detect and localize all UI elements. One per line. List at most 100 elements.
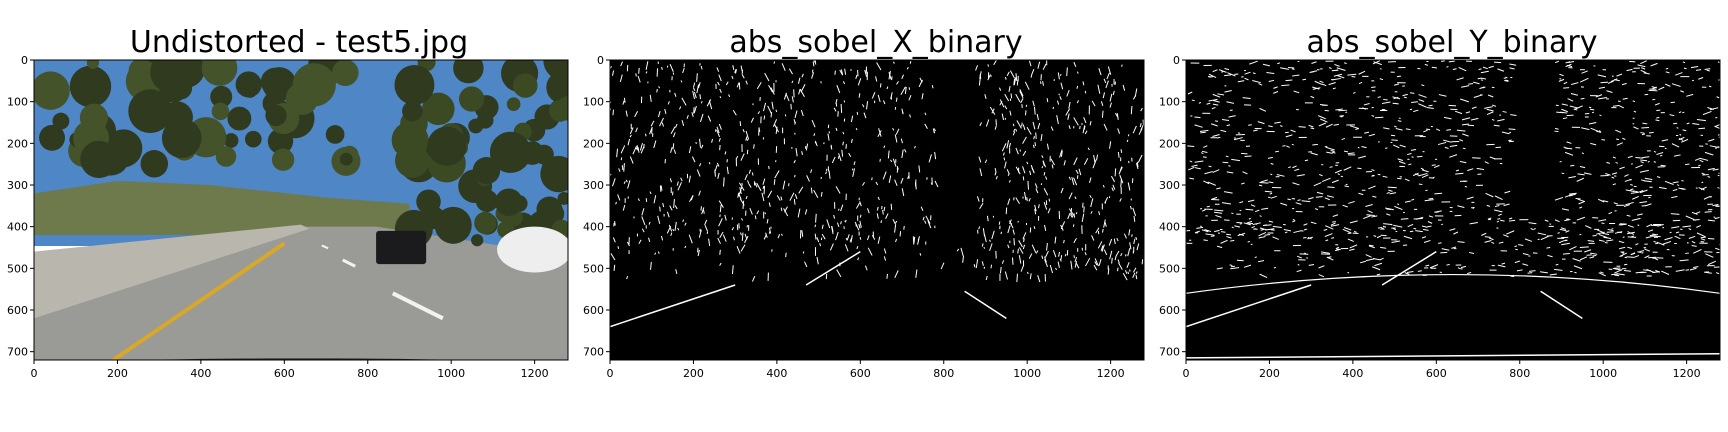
edge-stroke bbox=[1584, 249, 1592, 253]
tree-blob bbox=[471, 234, 484, 247]
edge-stroke bbox=[990, 264, 993, 269]
edge-stroke bbox=[1612, 105, 1620, 107]
edge-stroke bbox=[1336, 74, 1345, 79]
edge-stroke bbox=[908, 94, 912, 101]
edge-stroke bbox=[1120, 253, 1123, 257]
edge-stroke bbox=[1533, 228, 1536, 230]
tree-blob bbox=[332, 60, 359, 86]
edge-stroke bbox=[1207, 75, 1212, 78]
edge-stroke bbox=[1568, 60, 1575, 63]
edge-stroke bbox=[1477, 77, 1482, 80]
edge-stroke bbox=[1383, 223, 1392, 225]
edge-stroke bbox=[1598, 130, 1601, 132]
binary-background bbox=[1186, 60, 1720, 360]
edge-stroke bbox=[850, 115, 854, 123]
edge-stroke bbox=[1377, 96, 1381, 98]
tree-blob bbox=[223, 133, 239, 148]
edge-stroke bbox=[1658, 86, 1665, 91]
edge-stroke bbox=[1098, 68, 1102, 76]
edge-stroke bbox=[922, 216, 925, 221]
edge-stroke bbox=[1125, 254, 1127, 257]
edge-stroke bbox=[1286, 145, 1290, 148]
edge-stroke bbox=[1637, 213, 1643, 216]
edge-stroke bbox=[1482, 66, 1488, 70]
edge-stroke bbox=[1616, 142, 1624, 146]
edge-stroke bbox=[1451, 246, 1457, 249]
edge-stroke bbox=[1460, 265, 1466, 269]
edge-stroke bbox=[731, 227, 734, 231]
edge-stroke bbox=[725, 81, 729, 86]
edge-stroke bbox=[731, 265, 734, 275]
edge-stroke bbox=[1371, 114, 1375, 117]
edge-stroke bbox=[894, 179, 898, 186]
edge-stroke bbox=[1486, 111, 1494, 116]
edge-stroke bbox=[1528, 270, 1536, 272]
x-tick-label: 800 bbox=[933, 367, 954, 380]
edge-stroke bbox=[1060, 82, 1064, 90]
edge-stroke bbox=[1283, 229, 1292, 232]
edge-stroke bbox=[812, 61, 815, 67]
edge-stroke bbox=[1093, 264, 1098, 271]
edge-stroke bbox=[1656, 176, 1661, 178]
edge-stroke bbox=[1311, 61, 1317, 64]
edge-stroke bbox=[698, 190, 701, 196]
edge-stroke bbox=[1124, 270, 1128, 274]
edge-stroke bbox=[1632, 195, 1639, 200]
edge-stroke bbox=[1643, 269, 1652, 272]
edge-stroke bbox=[741, 232, 744, 241]
edge-stroke bbox=[1122, 272, 1128, 281]
edge-stroke bbox=[719, 231, 724, 238]
edge-stroke bbox=[883, 145, 886, 149]
edge-stroke bbox=[1112, 90, 1115, 96]
edge-stroke bbox=[995, 175, 998, 180]
edge-stroke bbox=[1700, 186, 1707, 191]
edge-stroke bbox=[1716, 96, 1720, 99]
edge-stroke bbox=[735, 69, 737, 74]
edge-stroke bbox=[1349, 248, 1355, 251]
edge-stroke bbox=[1707, 176, 1711, 178]
edge-stroke bbox=[1070, 214, 1073, 218]
edge-stroke bbox=[1310, 95, 1315, 99]
edge-stroke bbox=[1059, 96, 1062, 101]
edge-stroke bbox=[901, 74, 905, 79]
edge-stroke bbox=[1200, 152, 1204, 155]
edge-stroke bbox=[1030, 164, 1035, 174]
edge-stroke bbox=[1021, 122, 1023, 127]
edge-stroke bbox=[1217, 93, 1225, 96]
tree-blob bbox=[506, 97, 521, 111]
edge-stroke bbox=[1386, 213, 1391, 216]
edge-stroke bbox=[1126, 262, 1130, 268]
edge-stroke bbox=[1652, 233, 1657, 236]
edge-stroke bbox=[855, 128, 858, 131]
edge-stroke bbox=[1310, 152, 1318, 156]
edge-stroke bbox=[806, 175, 810, 182]
edge-stroke bbox=[1522, 253, 1529, 256]
edge-stroke bbox=[1288, 66, 1295, 69]
edge-stroke bbox=[1049, 264, 1054, 274]
edge-stroke bbox=[629, 134, 632, 138]
edge-stroke bbox=[956, 248, 960, 252]
edge-stroke bbox=[1675, 231, 1680, 234]
edge-stroke bbox=[1102, 184, 1105, 188]
edge-stroke bbox=[1084, 130, 1088, 135]
edge-stroke bbox=[1494, 195, 1503, 201]
edge-stroke bbox=[1645, 203, 1652, 207]
edge-stroke bbox=[673, 199, 675, 209]
edge-stroke bbox=[1323, 228, 1328, 231]
edge-stroke bbox=[1114, 256, 1117, 261]
edge-stroke bbox=[1425, 264, 1430, 267]
edge-stroke bbox=[1292, 165, 1297, 169]
edge-stroke bbox=[746, 138, 749, 141]
edge-stroke bbox=[1404, 178, 1410, 182]
edge-stroke bbox=[1371, 86, 1376, 88]
edge-stroke bbox=[1058, 93, 1060, 96]
edge-stroke bbox=[789, 192, 795, 201]
edge-stroke bbox=[1696, 224, 1702, 228]
edge-stroke bbox=[1693, 248, 1702, 254]
edge-stroke bbox=[1665, 67, 1669, 70]
edge-stroke bbox=[1489, 156, 1496, 160]
edge-stroke bbox=[1508, 131, 1512, 134]
edge-stroke bbox=[697, 249, 700, 257]
edge-stroke bbox=[1224, 90, 1232, 93]
tree-blob bbox=[399, 129, 425, 154]
